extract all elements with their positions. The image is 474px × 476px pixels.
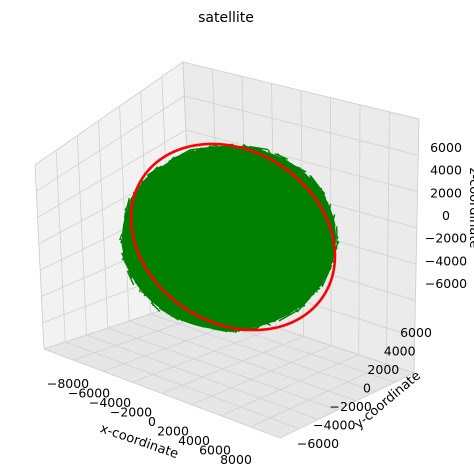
plot-marks <box>119 142 340 333</box>
x-tick-label: 4000 <box>178 433 210 448</box>
y-tick-label: 6000 <box>400 325 432 340</box>
z-tick-label: 4000 <box>430 163 462 178</box>
floor-grid-x <box>161 336 304 394</box>
back-grid-h <box>185 129 418 192</box>
floor-grid-y <box>86 334 319 420</box>
left-grid-v <box>76 135 87 336</box>
z-tick-label: −2000 <box>425 231 467 246</box>
z-tick-label: 6000 <box>430 140 462 155</box>
floor-grid-y <box>65 341 300 430</box>
left-grid-v <box>119 106 130 322</box>
floor-grid-x <box>191 345 332 405</box>
x-tick-label: 2000 <box>157 424 189 439</box>
sphere-fill <box>122 146 336 330</box>
floor-grid-y <box>129 320 357 402</box>
floor-grid-x <box>250 363 387 428</box>
floor-grid-y <box>107 327 338 411</box>
y-tick-label: 0 <box>363 381 371 396</box>
y-tick-label: −6000 <box>297 436 339 451</box>
x-tick-label: −4000 <box>89 395 131 410</box>
orbit-line <box>129 142 337 332</box>
z-axis-label: z-coordinate <box>466 168 474 249</box>
z-tick-label: −4000 <box>425 253 467 268</box>
z-tick-label: 0 <box>442 208 450 223</box>
floor-grid-x <box>132 327 277 383</box>
back-grid-h <box>184 95 419 156</box>
x-tick-label: −2000 <box>110 405 152 420</box>
z-tick-label: 2000 <box>430 185 462 200</box>
left-grid-v <box>55 150 66 343</box>
back-grid-v <box>385 111 390 364</box>
tick-labels: −8000−6000−4000−200002000400060008000−60… <box>47 140 467 467</box>
left-grid-h <box>36 95 185 192</box>
y-tick-label: 4000 <box>384 344 416 359</box>
left-grid-h <box>37 129 187 218</box>
floor-pane <box>42 299 416 439</box>
x-tick-label: 8000 <box>220 452 252 467</box>
back-grid-v <box>358 104 361 355</box>
x-tick-label: 6000 <box>199 443 231 458</box>
y-tick-label: −2000 <box>330 399 372 414</box>
x-tick-label: −6000 <box>68 386 110 401</box>
z-tick-label: −6000 <box>425 276 467 291</box>
y-tick-label: 2000 <box>367 362 399 377</box>
x-tick-label: −8000 <box>47 376 89 391</box>
floor-grid-x <box>220 354 359 417</box>
floor-grid-y <box>150 313 376 392</box>
x-tick-label: 0 <box>148 414 156 429</box>
y-tick-label: −4000 <box>313 418 355 433</box>
left-grid-v <box>98 120 109 329</box>
chart-title: satellite <box>198 10 254 26</box>
